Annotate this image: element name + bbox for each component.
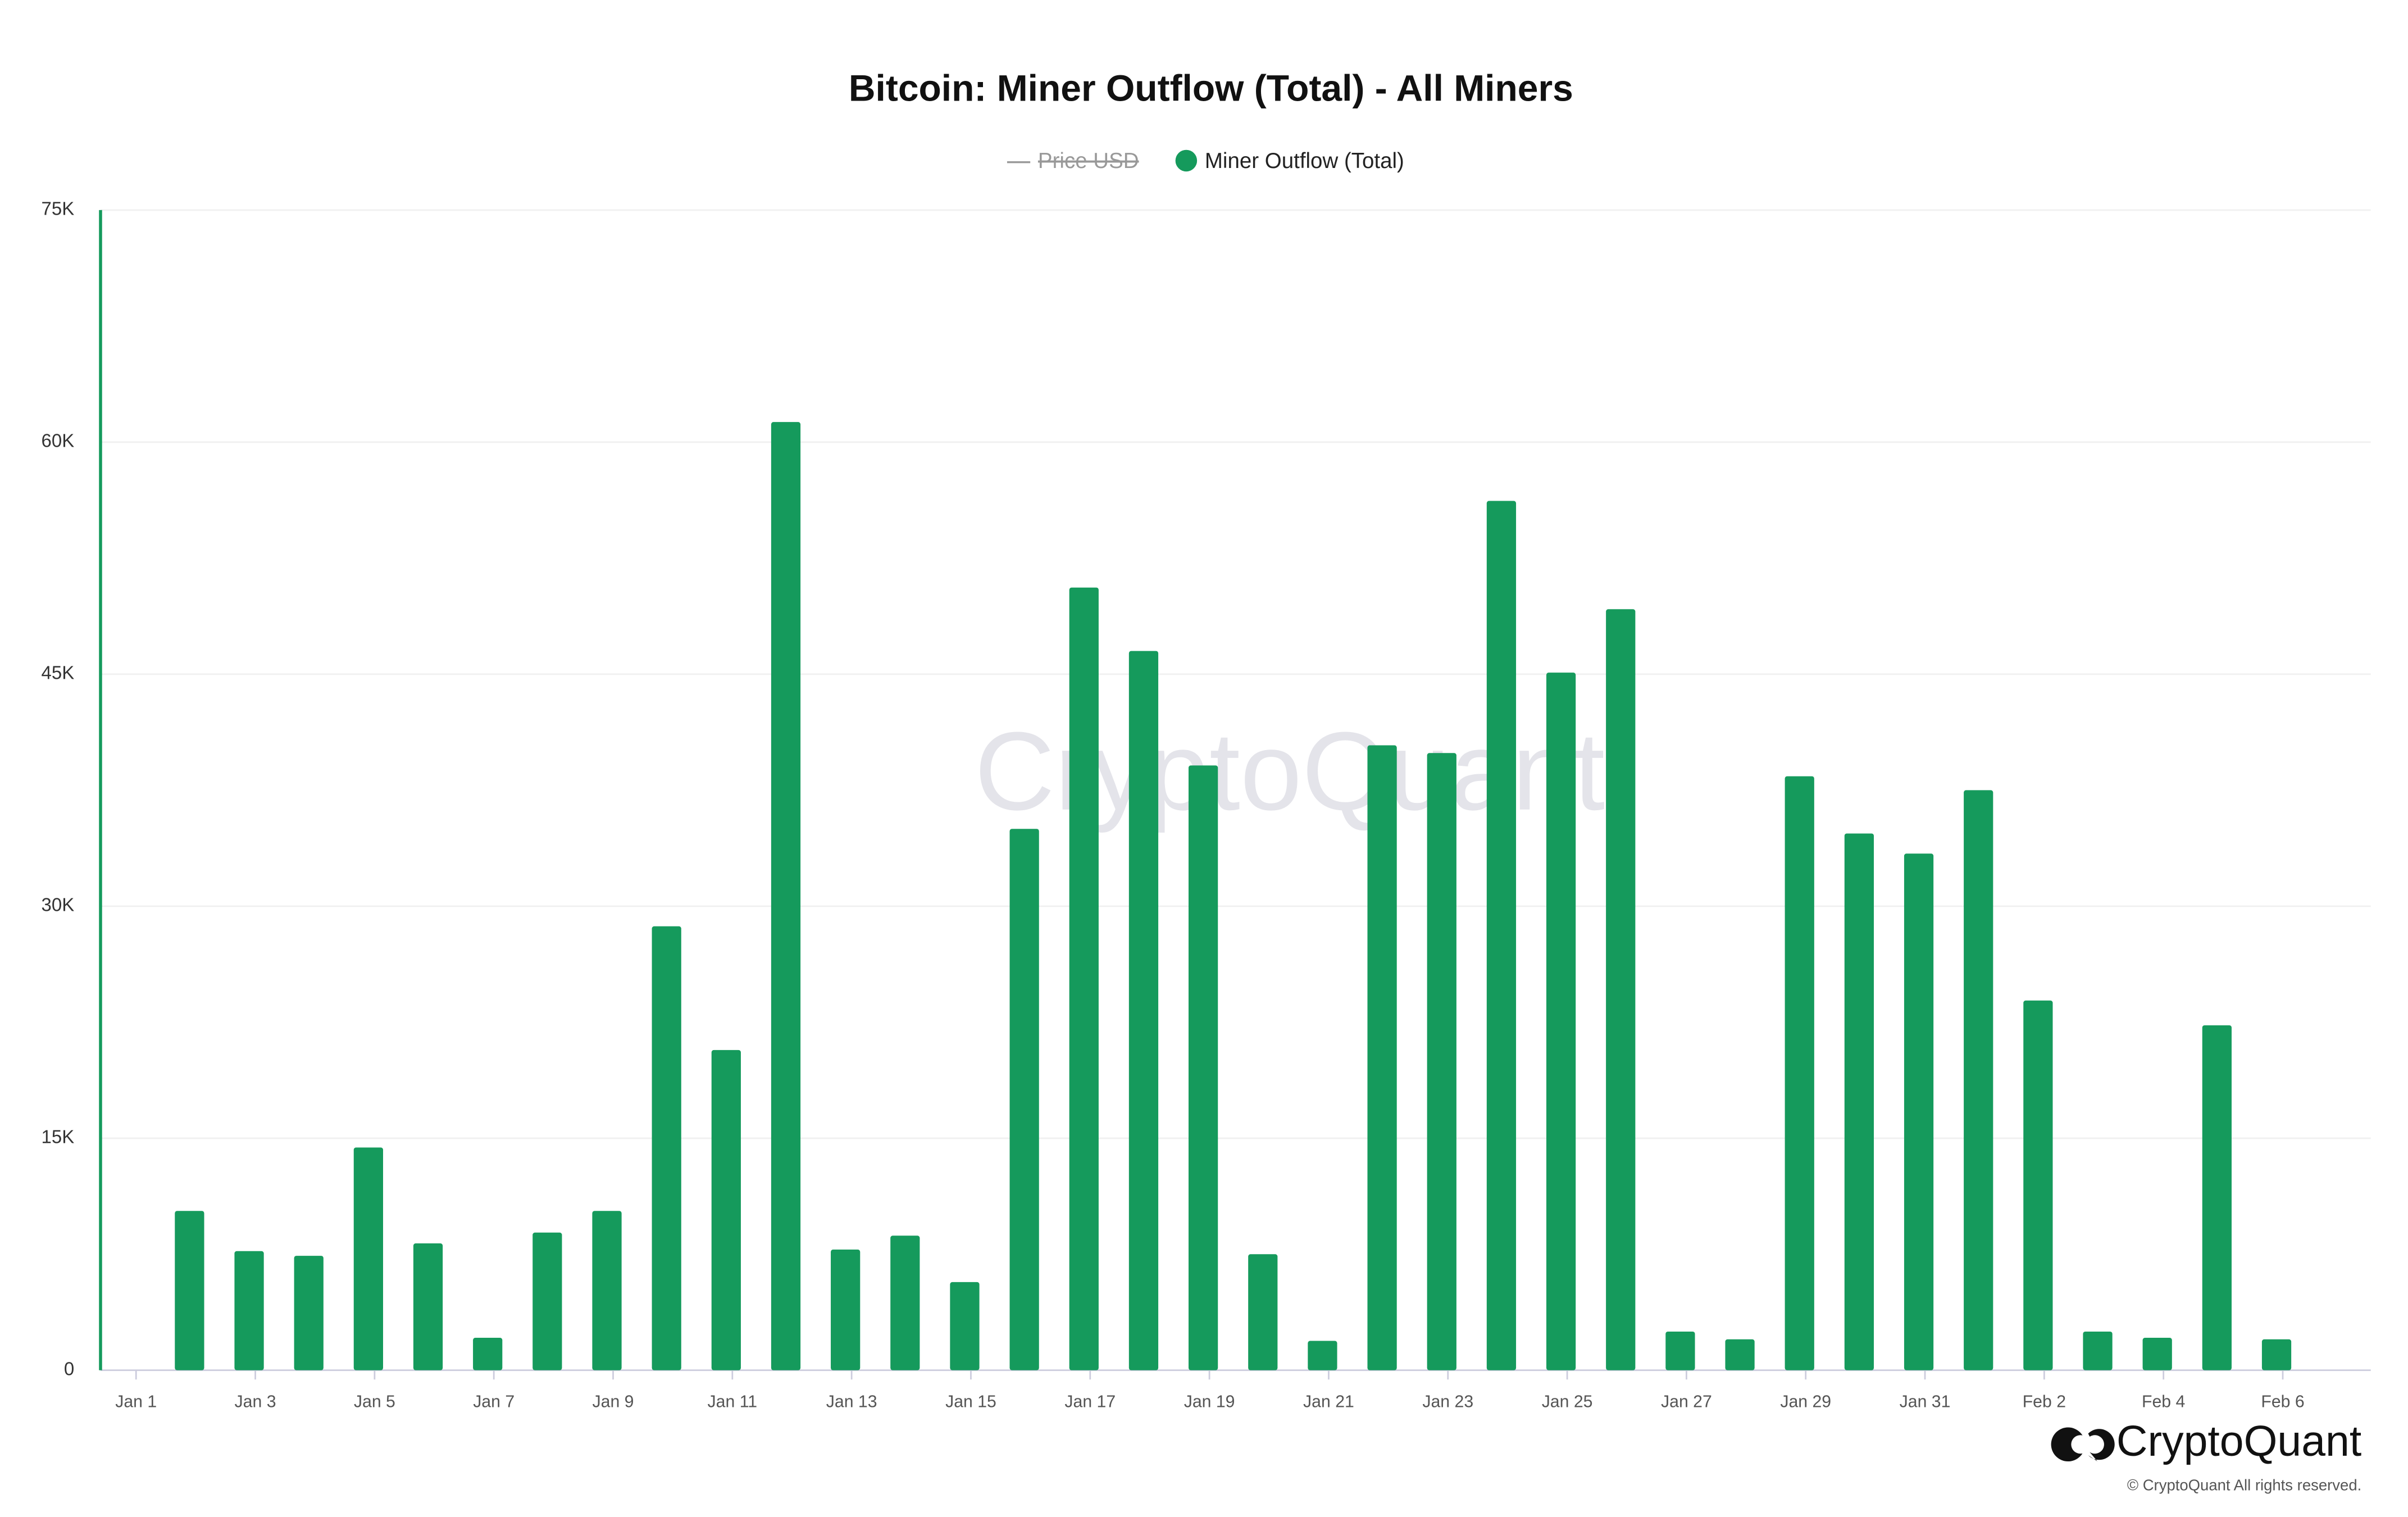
x-tick-label: Jan 9 (593, 1393, 634, 1411)
brand-name: CryptoQuant (2116, 1417, 2361, 1465)
bar (1665, 1331, 1695, 1370)
x-tick-label: Jan 31 (1900, 1393, 1951, 1411)
y-tick-label: 0 (64, 1359, 74, 1379)
chart-title: Bitcoin: Miner Outflow (Total) - All Min… (849, 67, 1573, 109)
bar (1546, 673, 1576, 1370)
bar (1367, 745, 1397, 1370)
bar (1128, 651, 1159, 1370)
bar (234, 1251, 264, 1370)
x-tick-label: Jan 23 (1422, 1393, 1473, 1411)
bar (1725, 1339, 1755, 1370)
bar (1248, 1254, 1278, 1370)
bar (175, 1211, 204, 1370)
bar (2023, 1000, 2053, 1370)
y-tick-label: 30K (42, 894, 75, 915)
bar (532, 1232, 562, 1370)
bar (1785, 776, 1814, 1370)
copyright: © CryptoQuant All rights reserved. (2127, 1476, 2361, 1493)
bar (2202, 1025, 2232, 1370)
bar (2142, 1337, 2172, 1370)
bar (831, 1250, 861, 1370)
x-tick-label: Feb 2 (2023, 1393, 2066, 1411)
x-tick-label: Jan 27 (1661, 1393, 1712, 1411)
x-tick-label: Jan 1 (115, 1393, 157, 1411)
y-tick-label: 45K (42, 662, 75, 683)
x-tick-label: Jan 11 (708, 1393, 758, 1411)
bar (592, 1211, 622, 1370)
x-tick-label: Jan 21 (1303, 1393, 1354, 1411)
legend-label[interactable]: Miner Outflow (Total) (1205, 149, 1404, 173)
bar (1308, 1341, 1337, 1370)
x-tick-label: Feb 4 (2142, 1393, 2185, 1411)
bar (652, 926, 681, 1370)
legend-label[interactable]: Price USD (1038, 149, 1139, 173)
bar (890, 1236, 920, 1370)
bar (413, 1243, 443, 1370)
bar (1427, 753, 1456, 1370)
x-tick-label: Jan 15 (945, 1393, 996, 1411)
bar (1844, 833, 1874, 1370)
x-tick-label: Jan 19 (1184, 1393, 1235, 1411)
bar (473, 1337, 503, 1370)
bar (771, 422, 801, 1370)
bar (1189, 765, 1218, 1370)
y-tick-label: 15K (42, 1127, 75, 1147)
x-tick-label: Jan 3 (235, 1393, 276, 1411)
y-tick-label: 60K (42, 430, 75, 451)
bar (950, 1282, 980, 1370)
bar (1069, 587, 1099, 1370)
bar (711, 1050, 741, 1370)
x-tick-label: Jan 7 (473, 1393, 515, 1411)
bar (1009, 829, 1039, 1370)
x-tick-label: Jan 5 (354, 1393, 395, 1411)
legend-marker[interactable] (1175, 149, 1198, 172)
bar (294, 1256, 324, 1370)
bar (353, 1147, 383, 1370)
x-tick-label: Jan 25 (1542, 1393, 1593, 1411)
brand-logo (2051, 1427, 2115, 1462)
bar (1486, 501, 1517, 1370)
x-tick-label: Jan 29 (1780, 1393, 1831, 1411)
bar (2261, 1339, 2292, 1370)
bar (1964, 790, 1993, 1370)
y-tick-label: 75K (42, 198, 75, 219)
x-tick-label: Feb 6 (2261, 1393, 2304, 1411)
x-tick-label: Jan 13 (826, 1393, 877, 1411)
bar (2083, 1331, 2113, 1370)
x-tick-label: Jan 17 (1064, 1393, 1116, 1411)
bar (1904, 853, 1934, 1370)
bar (1606, 609, 1636, 1370)
